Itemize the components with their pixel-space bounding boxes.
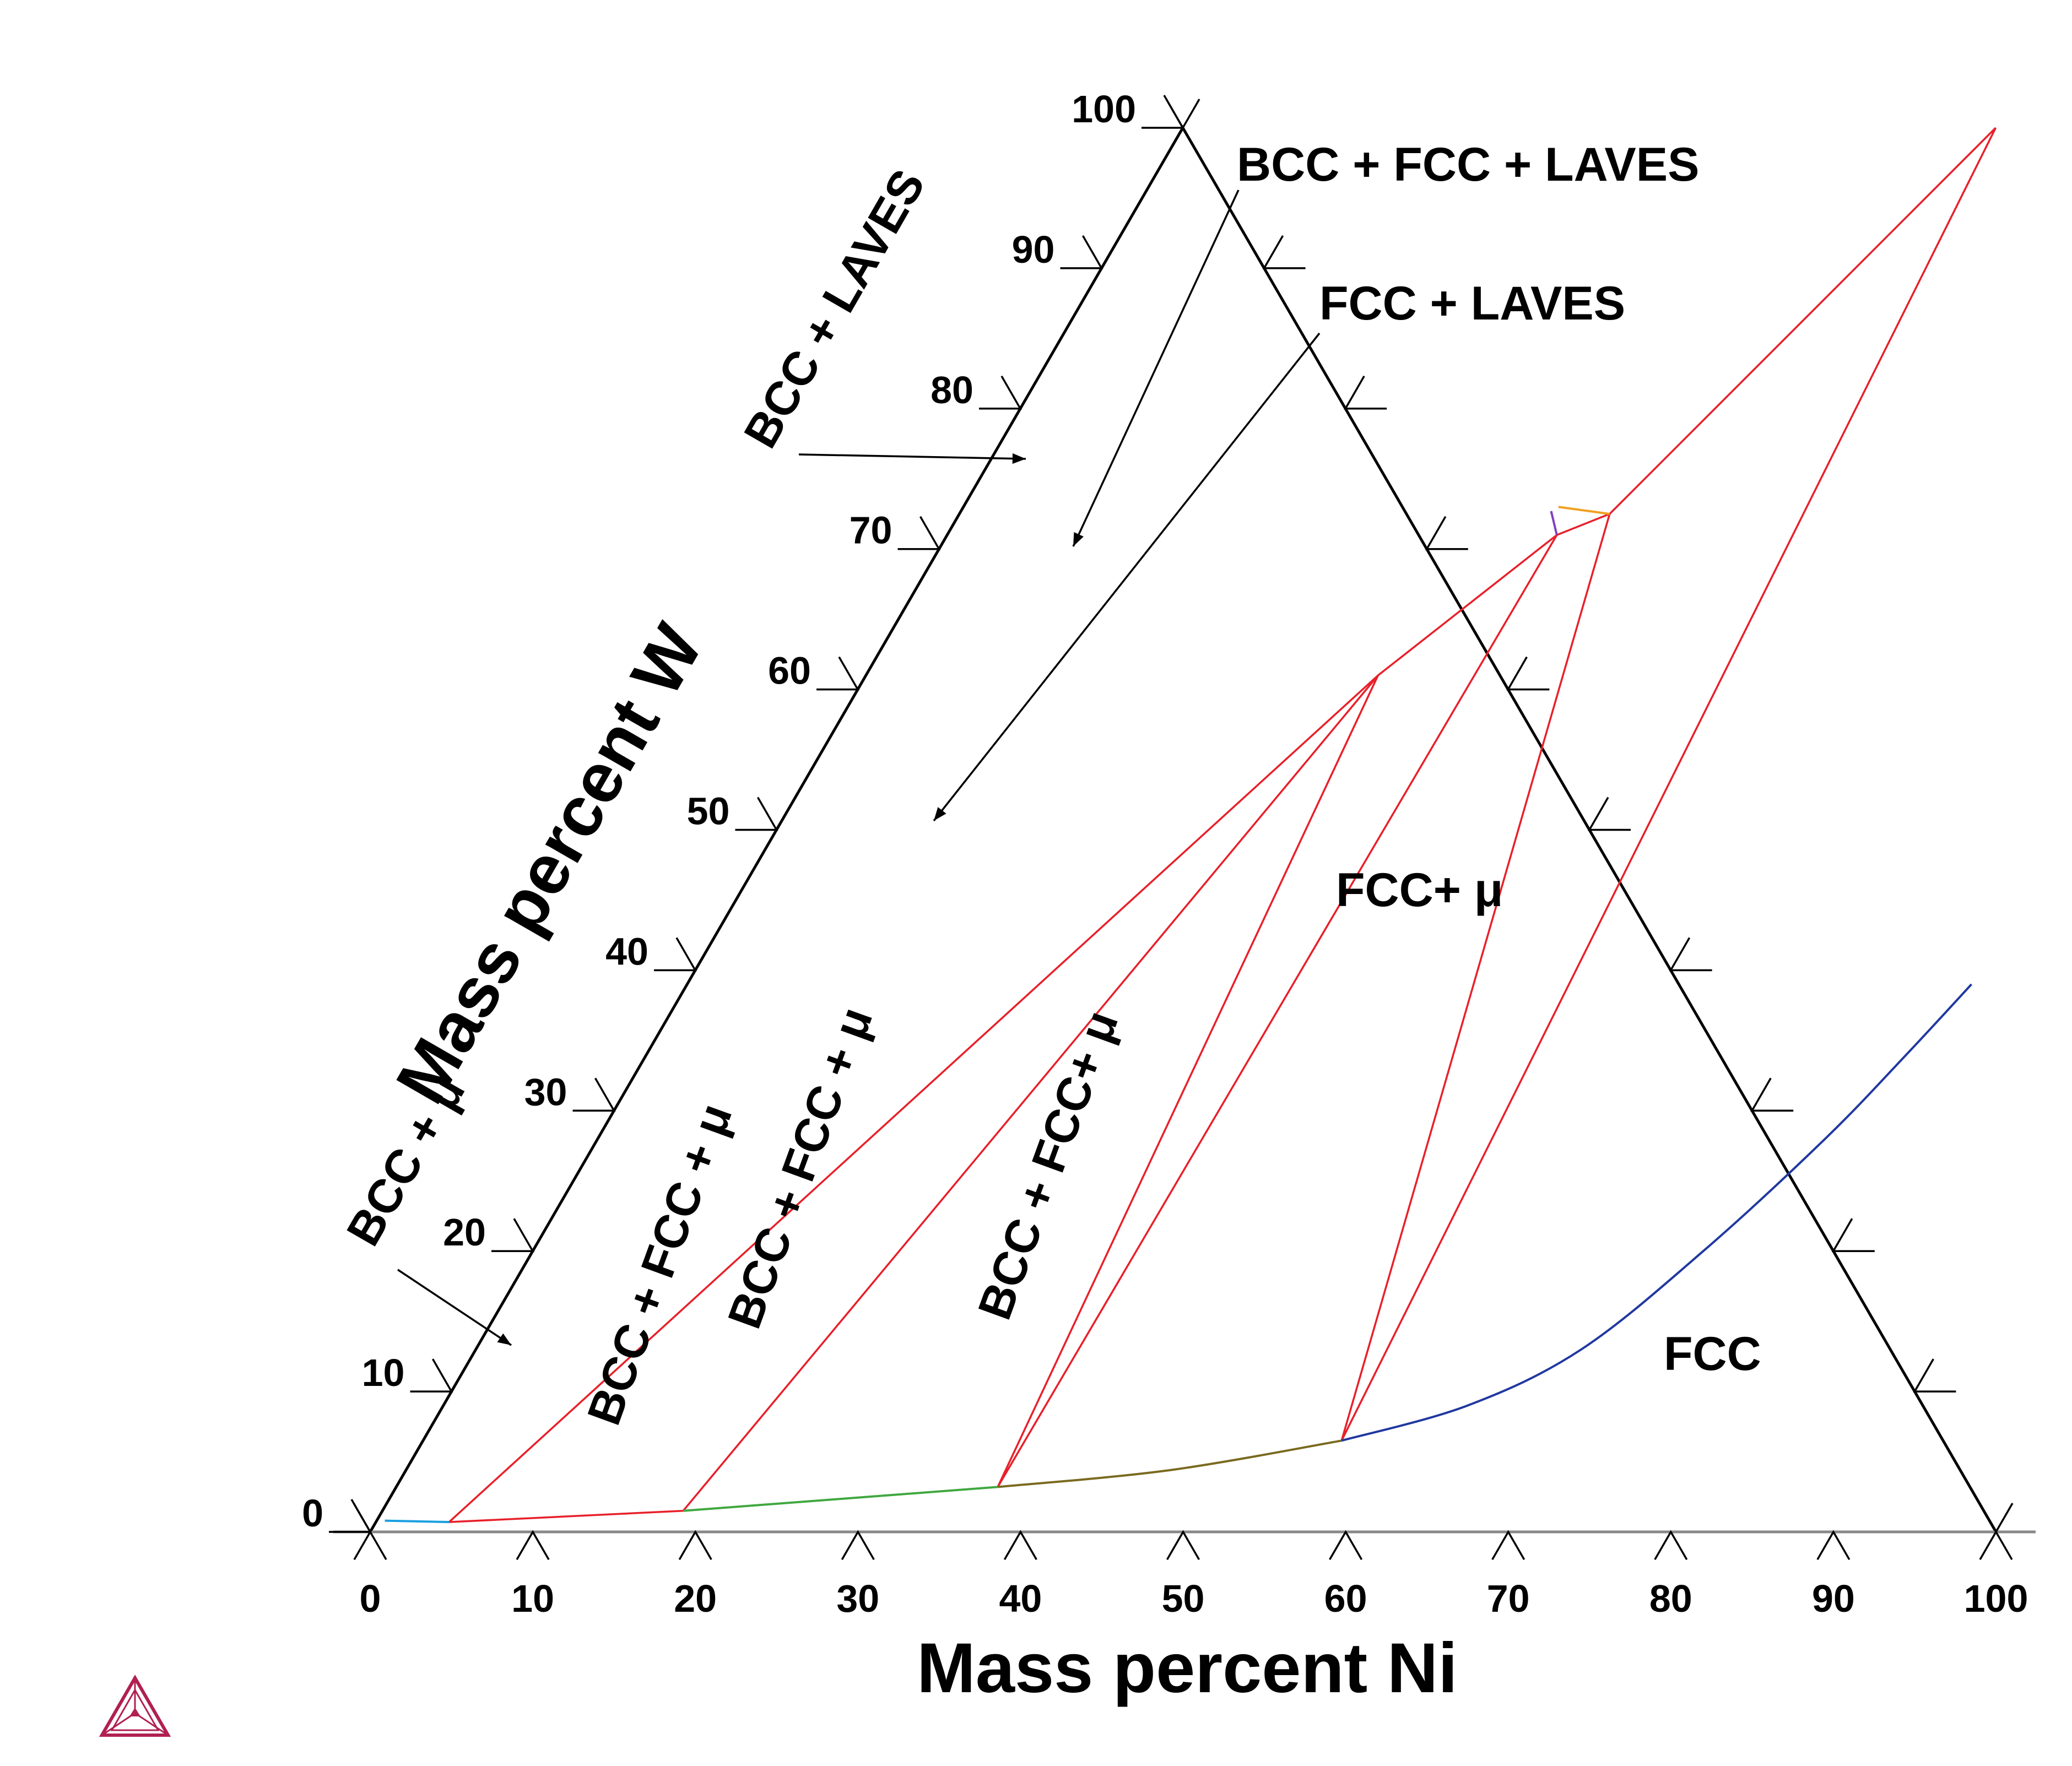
left-tick-8 (979, 375, 1023, 410)
ni-tick-label-10: 10 (511, 1577, 554, 1620)
right-tick-2 (1831, 1218, 1875, 1252)
ni-tick-labels: 0 10 20 30 40 50 60 70 80 90 100 (360, 1577, 2028, 1620)
bottom-tick-4 (1003, 1530, 1037, 1561)
axis-ticks (329, 95, 2014, 1561)
bottom-tick-10 (1979, 1530, 2013, 1561)
bottom-tick-5 (1166, 1530, 1200, 1561)
arrow-bcc-fcc-laves-shaft (1072, 189, 1240, 547)
bottom-tick-8 (1654, 1530, 1688, 1561)
tie-line-fcc-laves (1340, 127, 1997, 1442)
x-axis-title: Mass percent Ni (917, 1629, 1458, 1708)
thermo-calc-logo (99, 1675, 171, 1737)
left-tick-9 (1060, 235, 1103, 269)
arrow-bcc-mu-shaft (397, 1269, 512, 1346)
arrow-bcc-laves-shaft (798, 453, 1026, 460)
right-tick-3 (1750, 1077, 1794, 1112)
bottom-tick-7 (1491, 1530, 1525, 1561)
region-bcc-fcc-mu-3: BCC + FCC+ μ (968, 1004, 1128, 1326)
left-tick-7 (897, 516, 941, 550)
region-fcc-laves: FCC + LAVES (1319, 277, 1625, 330)
ni-tick-label-60: 60 (1324, 1577, 1367, 1620)
mu-boundary (1550, 511, 1558, 535)
phase-boundaries (385, 127, 1997, 1524)
ni-tick-label-20: 20 (674, 1577, 717, 1620)
tie-line-bcc-mu-right (682, 674, 1379, 1512)
bottom-tick-0 (353, 1530, 387, 1561)
bottom-tick-6 (1329, 1530, 1363, 1561)
w-tick-label-20: 20 (443, 1211, 486, 1254)
bcc-boundary (385, 1519, 450, 1524)
label-arrows (397, 189, 1321, 1346)
w-tick-label-90: 90 (1012, 228, 1055, 271)
corner-mark-2 (1165, 99, 1200, 130)
left-tick-6 (816, 656, 860, 691)
arrow-bcc-mu-head (497, 1333, 511, 1345)
bottom-tick-9 (1816, 1530, 1851, 1561)
left-tick-0 (329, 1499, 372, 1533)
ni-tick-label-30: 30 (836, 1577, 879, 1620)
w-tick-label-80: 80 (930, 369, 973, 411)
ni-tick-label-100: 100 (1964, 1577, 2028, 1620)
w-tick-label-30: 30 (524, 1070, 567, 1113)
arrow-bcc-laves-head (1012, 453, 1026, 464)
ni-tick-label-70: 70 (1487, 1577, 1530, 1620)
tie-line-tri-3-right (1340, 513, 1611, 1441)
tie-line-mu-left (1377, 534, 1557, 676)
bottom-tick-2 (678, 1530, 712, 1561)
left-tick-4 (654, 937, 697, 972)
tie-line-mu-top (1556, 513, 1610, 536)
w-tick-label-100: 100 (1072, 88, 1136, 131)
fcc-boundary-green (683, 1486, 998, 1512)
region-bcc-laves: BCC + LAVES (734, 161, 935, 457)
w-tick-label-0: 0 (302, 1492, 323, 1535)
left-tick-10 (1142, 95, 1185, 129)
w-tick-label-60: 60 (768, 649, 811, 692)
corner-mark-0 (353, 1503, 388, 1534)
region-fcc: FCC (1664, 1328, 1761, 1380)
laves-boundary (1558, 506, 1610, 515)
arrow-fcc-laves-head (934, 807, 946, 821)
fcc-boundary-olive (997, 1439, 1342, 1488)
corner-mark-1 (1978, 1503, 2014, 1534)
right-tick-9 (1262, 235, 1306, 269)
ni-tick-label-0: 0 (360, 1577, 381, 1620)
right-tick-1 (1913, 1358, 1956, 1393)
tie-line-tri-3-left (997, 534, 1558, 1488)
bottom-tick-1 (516, 1530, 550, 1561)
w-tick-labels: 0 10 20 30 40 50 60 70 80 90 100 (302, 88, 1136, 1535)
tie-line-tri-2-left (997, 675, 1379, 1488)
tie-line-bcc-bottom (449, 1510, 684, 1523)
arrow-bcc-fcc-laves-head (1073, 532, 1084, 546)
w-tick-label-70: 70 (850, 509, 892, 552)
region-bcc-fcc-mu-2: BCC + FCC + μ (718, 1000, 883, 1335)
ni-tick-label-80: 80 (1649, 1577, 1692, 1620)
left-tick-3 (572, 1077, 616, 1112)
region-bcc-fcc-laves: BCC + FCC + LAVES (1237, 138, 1699, 191)
tie-line-laves-left (1609, 127, 1997, 515)
tie-line-bcc-mu-left (448, 674, 1379, 1523)
right-tick-8 (1344, 375, 1387, 410)
right-tick-6 (1506, 656, 1550, 691)
arrow-fcc-laves-shaft (933, 332, 1321, 822)
left-tick-1 (410, 1358, 453, 1393)
bottom-tick-3 (841, 1530, 875, 1561)
fcc-boundary-blue (1341, 983, 1973, 1442)
ni-tick-label-50: 50 (1162, 1577, 1205, 1620)
right-tick-7 (1425, 516, 1468, 550)
left-tick-2 (491, 1218, 535, 1252)
right-tick-5 (1587, 797, 1631, 831)
region-bcc-fcc-mu-1: BCC + FCC + μ (577, 1097, 742, 1432)
ni-tick-label-40: 40 (999, 1577, 1042, 1620)
ni-tick-label-90: 90 (1812, 1577, 1855, 1620)
right-tick-4 (1669, 937, 1712, 972)
left-tick-5 (735, 797, 778, 831)
w-tick-label-50: 50 (687, 790, 730, 833)
region-fcc-mu: FCC+ μ (1336, 864, 1503, 917)
w-tick-label-40: 40 (605, 930, 648, 973)
w-tick-label-10: 10 (362, 1351, 405, 1394)
y-axis-title: Mass percent W (381, 611, 718, 1116)
